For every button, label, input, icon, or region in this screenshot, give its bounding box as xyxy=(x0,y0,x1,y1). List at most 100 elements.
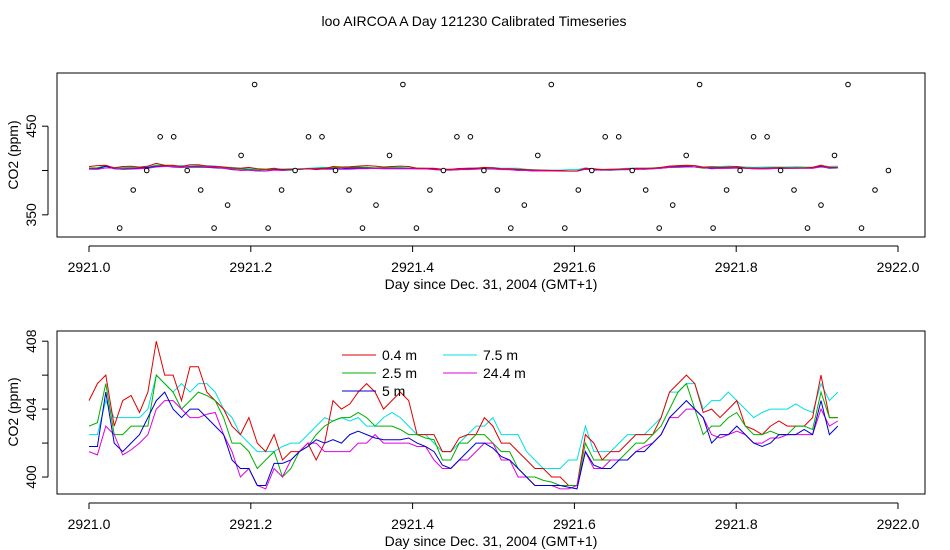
bottom-series-lines xyxy=(88,341,839,490)
top-x-tick-label: 2921.2 xyxy=(229,259,272,275)
top-x-tick-label: 2921.8 xyxy=(715,259,758,275)
data-marker xyxy=(413,225,420,231)
top-x-tick-label: 2921.0 xyxy=(68,259,111,275)
data-marker xyxy=(737,167,743,174)
legend-label-2-5m: 2.5 m xyxy=(382,365,417,381)
legend-label-7-5m: 7.5 m xyxy=(483,347,518,363)
data-marker xyxy=(319,134,325,140)
bottom-y-tick-label: 408 xyxy=(23,329,39,353)
data-marker xyxy=(818,202,824,208)
top-series-line-24-4-m xyxy=(88,166,838,172)
data-marker xyxy=(454,134,460,140)
data-marker xyxy=(548,81,555,88)
data-marker xyxy=(157,134,163,140)
top-y-tick-label: 350 xyxy=(23,203,39,227)
data-marker xyxy=(494,187,501,193)
data-marker xyxy=(251,81,258,88)
bottom-x-tick-label: 2922.0 xyxy=(877,516,920,532)
legend: 0.4 m 2.5 m 5 m 7.5 m 24.4 m xyxy=(342,347,526,399)
data-marker xyxy=(615,134,622,140)
series-line-0-4-m xyxy=(88,341,838,486)
data-marker xyxy=(791,187,797,193)
data-marker xyxy=(130,187,136,193)
top-y-axis-label: CO2 (ppm) xyxy=(5,120,21,189)
data-marker xyxy=(440,167,447,174)
data-marker xyxy=(170,134,177,140)
data-marker xyxy=(400,81,406,88)
chart-title: loo AIRCOA A Day 121230 Calibrated Times… xyxy=(321,13,626,29)
bottom-y-tick-label: 404 xyxy=(23,397,39,421)
bottom-x-axis: 2921.0 2921.2 2921.4 2921.6 2921.8 2922.0 xyxy=(68,502,920,532)
data-marker xyxy=(858,225,865,231)
data-marker xyxy=(427,187,433,193)
data-marker xyxy=(224,202,231,208)
data-marker xyxy=(143,167,150,174)
top-series-lines xyxy=(88,162,838,172)
top-markers xyxy=(116,81,892,231)
top-x-tick-label: 2921.4 xyxy=(391,259,434,275)
data-marker xyxy=(535,152,541,159)
data-marker xyxy=(386,152,393,159)
bottom-y-axis: 400 404 408 xyxy=(23,329,49,489)
data-marker xyxy=(602,134,609,140)
data-marker xyxy=(346,187,352,193)
bottom-plot-frame xyxy=(56,330,926,495)
bottom-x-tick-label: 2921.0 xyxy=(68,516,111,532)
data-marker xyxy=(508,225,514,231)
bottom-x-tick-label: 2921.8 xyxy=(715,516,758,532)
data-marker xyxy=(683,152,690,159)
data-marker xyxy=(238,152,244,159)
bottom-x-tick-label: 2921.6 xyxy=(553,516,596,532)
bottom-y-axis-label: CO2 (ppm) xyxy=(5,377,21,446)
top-panel: 2921.0 2921.2 2921.4 2921.6 2921.8 2922.0 350… xyxy=(5,72,926,292)
series-line-2-5-m xyxy=(88,374,838,486)
legend-label-24-4m: 24.4 m xyxy=(483,365,526,381)
bottom-panel: 2921.0 2921.2 2921.4 2921.6 2921.8 2922.0 400… xyxy=(5,329,926,549)
bottom-x-tick-label: 2921.2 xyxy=(229,516,272,532)
legend-entry-2-5m: 2.5 m xyxy=(342,365,417,381)
top-y-tick-label: 450 xyxy=(23,114,39,138)
data-marker xyxy=(845,81,851,88)
legend-entry-24-4m: 24.4 m xyxy=(443,365,526,381)
data-marker xyxy=(710,225,716,231)
data-marker xyxy=(562,225,568,231)
data-marker xyxy=(669,202,676,208)
data-marker xyxy=(750,134,757,140)
data-marker xyxy=(885,167,892,174)
bottom-y-tick-label: 400 xyxy=(23,465,39,489)
data-marker xyxy=(373,202,379,208)
data-marker xyxy=(777,167,784,174)
data-marker xyxy=(521,202,528,208)
top-x-axis-label: Day since Dec. 31, 2004 (GMT+1) xyxy=(385,276,598,292)
legend-entry-5m: 5 m xyxy=(342,383,405,399)
data-marker xyxy=(481,167,487,174)
data-marker xyxy=(116,225,123,231)
data-marker xyxy=(696,81,703,88)
data-marker xyxy=(265,225,271,231)
data-marker xyxy=(467,134,474,140)
data-marker xyxy=(359,225,366,231)
data-marker xyxy=(872,187,878,193)
series-line-5-m xyxy=(89,391,839,490)
data-marker xyxy=(804,225,811,231)
legend-label-0-4m: 0.4 m xyxy=(382,347,417,363)
top-x-tick-label: 2921.6 xyxy=(553,259,596,275)
series-line-24-4-m xyxy=(88,400,839,490)
top-y-axis: 350 450 xyxy=(23,114,49,227)
bottom-x-tick-label: 2921.4 xyxy=(391,516,434,532)
data-marker xyxy=(629,167,636,174)
legend-label-5m: 5 m xyxy=(382,383,405,399)
data-marker xyxy=(211,225,217,231)
data-marker xyxy=(831,152,838,159)
data-marker xyxy=(197,187,204,193)
data-marker xyxy=(642,187,649,193)
data-marker xyxy=(332,167,339,174)
data-marker xyxy=(723,187,730,193)
data-marker xyxy=(656,225,663,231)
data-marker xyxy=(305,134,312,140)
bottom-x-axis-label: Day since Dec. 31, 2004 (GMT+1) xyxy=(385,533,598,549)
data-marker xyxy=(589,167,595,174)
data-marker xyxy=(764,134,770,140)
top-x-tick-label: 2922.0 xyxy=(877,259,920,275)
